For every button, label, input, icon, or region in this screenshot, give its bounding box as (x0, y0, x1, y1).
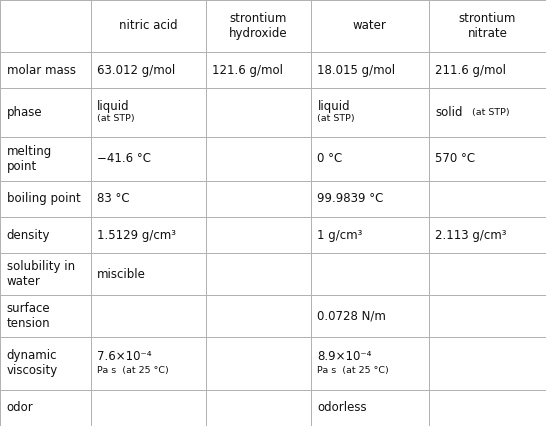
Text: 83 °C: 83 °C (97, 192, 130, 205)
Text: miscible: miscible (97, 268, 146, 281)
Text: nitric acid: nitric acid (119, 20, 177, 32)
Text: water: water (353, 20, 387, 32)
Text: odor: odor (7, 401, 33, 414)
Text: 7.6×10⁻⁴: 7.6×10⁻⁴ (97, 350, 152, 363)
Text: (at STP): (at STP) (472, 108, 510, 117)
Text: liquid: liquid (97, 100, 130, 112)
Text: strontium
nitrate: strontium nitrate (459, 12, 516, 40)
Text: 18.015 g/mol: 18.015 g/mol (317, 63, 396, 77)
Text: (at STP): (at STP) (97, 114, 135, 123)
Text: 8.9×10⁻⁴: 8.9×10⁻⁴ (317, 350, 372, 363)
Text: odorless: odorless (317, 401, 367, 414)
Text: 1.5129 g/cm³: 1.5129 g/cm³ (97, 229, 176, 242)
Text: Pa s  (at 25 °C): Pa s (at 25 °C) (317, 366, 389, 374)
Text: Pa s  (at 25 °C): Pa s (at 25 °C) (97, 366, 169, 374)
Text: melting
point: melting point (7, 144, 52, 173)
Text: 211.6 g/mol: 211.6 g/mol (435, 63, 506, 77)
Text: liquid: liquid (317, 100, 350, 112)
Text: (at STP): (at STP) (317, 114, 355, 123)
Text: 570 °C: 570 °C (435, 152, 476, 165)
Text: 121.6 g/mol: 121.6 g/mol (212, 63, 283, 77)
Text: 1 g/cm³: 1 g/cm³ (317, 229, 363, 242)
Text: solid: solid (435, 106, 463, 119)
Text: 2.113 g/cm³: 2.113 g/cm³ (435, 229, 507, 242)
Text: strontium
hydroxide: strontium hydroxide (229, 12, 288, 40)
Text: boiling point: boiling point (7, 192, 80, 205)
Text: density: density (7, 229, 50, 242)
Text: 63.012 g/mol: 63.012 g/mol (97, 63, 176, 77)
Text: −41.6 °C: −41.6 °C (97, 152, 151, 165)
Text: surface
tension: surface tension (7, 302, 50, 330)
Text: molar mass: molar mass (7, 63, 75, 77)
Text: phase: phase (7, 106, 42, 119)
Text: solubility in
water: solubility in water (7, 260, 75, 288)
Text: dynamic
viscosity: dynamic viscosity (7, 349, 58, 377)
Text: 0 °C: 0 °C (317, 152, 343, 165)
Text: 99.9839 °C: 99.9839 °C (317, 192, 384, 205)
Text: 0.0728 N/m: 0.0728 N/m (317, 309, 387, 322)
